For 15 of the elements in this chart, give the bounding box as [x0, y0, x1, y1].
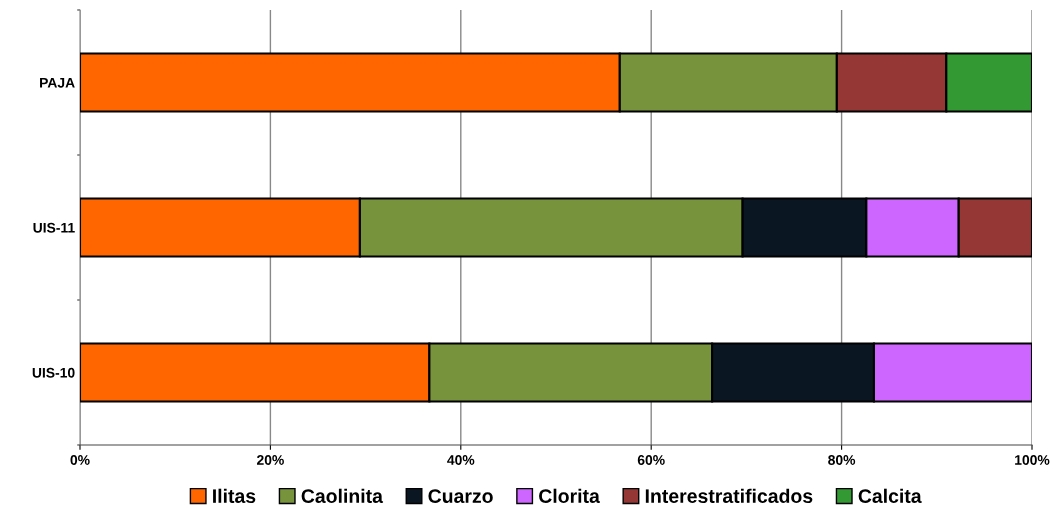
legend-label: Interestratificados — [645, 488, 813, 503]
x-tick-label: 80% — [828, 455, 856, 465]
legend-label: Clorita — [539, 488, 600, 503]
legend-label: Caolinita — [301, 488, 384, 503]
x-tick-label: 20% — [256, 455, 284, 465]
x-tick-label: 100% — [1015, 455, 1050, 465]
x-tick-label: 40% — [447, 455, 475, 465]
legend-label: Ilitas — [213, 488, 256, 503]
y-tick-label: PAJA — [40, 77, 75, 88]
x-tick-label: 0% — [70, 455, 90, 465]
y-tick-label: UIS-10 — [32, 367, 75, 378]
y-tick-label: UIS-11 — [33, 222, 75, 233]
legend-label: Calcita — [858, 488, 922, 503]
legend-label: Cuarzo — [428, 489, 493, 503]
x-tick-label: 60% — [637, 455, 665, 465]
